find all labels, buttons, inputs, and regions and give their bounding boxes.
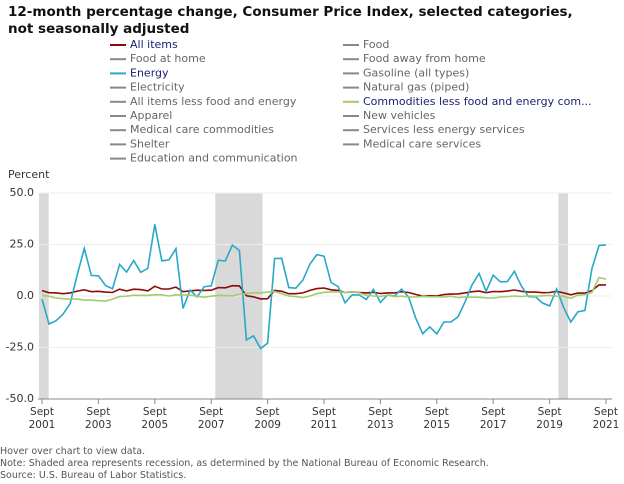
- legend-label[interactable]: Medical care commodities: [130, 123, 274, 136]
- legend-label[interactable]: Energy: [130, 66, 169, 79]
- x-tick-label: Sept 2009: [254, 406, 281, 431]
- x-tick-label: Sept 2001: [28, 406, 56, 431]
- series-line: [41, 224, 607, 350]
- series-line: [41, 276, 607, 302]
- legend-label[interactable]: Apparel: [130, 109, 172, 122]
- legend-label[interactable]: Medical care services: [363, 137, 481, 150]
- x-tick-label: Sept 2015: [423, 406, 451, 431]
- y-tick-label: -50.0: [6, 392, 34, 405]
- note: Source: U.S. Bureau of Labor Statistics.: [0, 470, 187, 481]
- x-tick-label: Sept 2013: [367, 406, 394, 431]
- legend-label[interactable]: Food away from home: [363, 52, 486, 65]
- legend-label[interactable]: Education and communication: [130, 152, 298, 165]
- legend-label[interactable]: Services less energy services: [363, 123, 525, 136]
- y-tick-label: -25.0: [6, 341, 34, 354]
- legend-label[interactable]: Food: [363, 38, 389, 51]
- legend-label[interactable]: All items less food and energy: [130, 95, 297, 108]
- x-tick-label: Sept 2019: [536, 406, 563, 431]
- note: Hover over chart to view data.: [0, 446, 146, 457]
- y-tick-label: 50.0: [10, 186, 35, 199]
- legend-label[interactable]: Electricity: [130, 81, 185, 94]
- x-tick-label: Sept 2017: [479, 406, 507, 431]
- y-tick-label: 0.0: [17, 289, 35, 302]
- x-tick-label: Sept 2005: [141, 406, 169, 431]
- legend-label[interactable]: New vehicles: [363, 109, 436, 122]
- series-line: [41, 284, 606, 300]
- y-axis-label: Percent: [8, 168, 50, 181]
- chart-title: 12-month percentage change, Consumer Pri…: [8, 4, 573, 37]
- legend-label[interactable]: Commodities less food and energy com...: [363, 95, 592, 108]
- legend-label[interactable]: Gasoline (all types): [363, 66, 469, 79]
- legend-label[interactable]: Natural gas (piped): [363, 81, 469, 94]
- legend-label[interactable]: Shelter: [130, 137, 170, 150]
- legend-label[interactable]: Food at home: [130, 52, 206, 65]
- x-tick-label: Sept 2021: [592, 406, 620, 431]
- x-tick-label: Sept 2007: [197, 406, 225, 431]
- x-tick-label: Sept 2003: [85, 406, 112, 431]
- y-tick-label: 25.0: [10, 238, 35, 251]
- note: Note: Shaded area represents recession, …: [0, 458, 489, 469]
- x-tick-label: Sept 2011: [310, 406, 338, 431]
- legend-label[interactable]: All items: [130, 38, 178, 51]
